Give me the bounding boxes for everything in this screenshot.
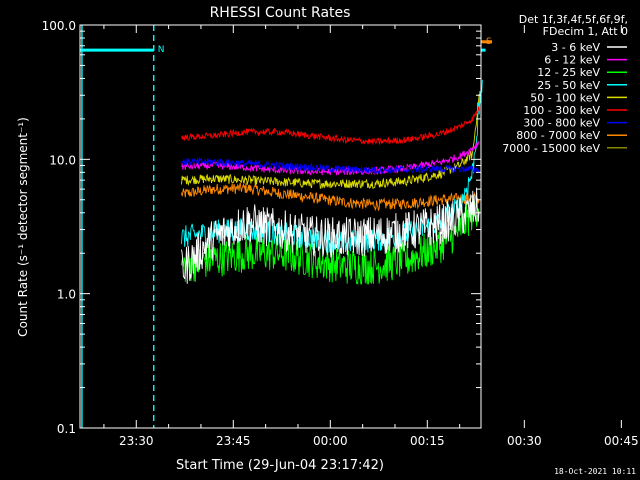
x-tick-label-2: 00:00	[313, 434, 348, 448]
axes-ticks: 23:30 23:45 00:00 00:15 00:30 00:45 0.1 1.0 10.0…	[42, 19, 639, 448]
legend: Det 1f,3f,4f,5f,6f,9f,FDecim 1, Att 0 3 -…	[502, 13, 628, 155]
legend-header-1: FDecim 1, Att 0	[543, 25, 628, 38]
chart-title: RHESSI Count Rates	[210, 5, 351, 21]
series-line-50-100keV	[181, 93, 480, 189]
attenuator-markers: NS	[80, 25, 492, 428]
x-axis-label: Start Time (29-Jun-04 23:17:42)	[176, 458, 384, 473]
y-tick-label-0: 0.1	[57, 422, 76, 436]
x-tick-label-5: 00:45	[604, 434, 639, 448]
attenuator-label-saa: S	[486, 37, 492, 47]
x-tick-label-4: 00:30	[507, 434, 542, 448]
x-tick-label-3: 00:15	[410, 434, 445, 448]
legend-label-7: 800 - 7000 keV	[516, 129, 600, 142]
x-tick-label-0: 23:30	[119, 434, 154, 448]
y-tick-label-2: 10.0	[49, 153, 76, 167]
series-line-3-6keV	[181, 187, 480, 284]
series-line-12-25keV	[181, 195, 480, 286]
legend-label-1: 6 - 12 keV	[544, 54, 600, 67]
y-tick-label-1: 1.0	[57, 288, 76, 302]
legend-label-4: 50 - 100 keV	[530, 91, 600, 104]
x-tick-label-1: 23:45	[216, 434, 251, 448]
footer-timestamp: 18-Oct-2021 10:11	[554, 467, 636, 476]
legend-label-6: 300 - 800 keV	[523, 117, 600, 130]
legend-label-0: 3 - 6 keV	[551, 41, 600, 54]
plot-frame	[79, 24, 482, 429]
legend-label-5: 100 - 300 keV	[523, 104, 600, 117]
series-line-800-7000keV	[181, 182, 480, 212]
series-line-100-300keV	[181, 106, 480, 146]
legend-label-2: 12 - 25 keV	[537, 66, 600, 79]
data-traces	[181, 79, 483, 286]
y-tick-label-3: 100.0	[42, 19, 76, 33]
legend-header-0: Det 1f,3f,4f,5f,6f,9f,	[519, 13, 628, 26]
legend-label-3: 25 - 50 keV	[537, 79, 600, 92]
legend-label-8: 7000 - 15000 keV	[502, 142, 600, 155]
y-axis-label: Count Rate (s⁻¹ detector segment⁻¹)	[16, 117, 30, 337]
attenuator-label-night: N	[158, 45, 165, 55]
series-line-300-800keV	[181, 156, 480, 176]
